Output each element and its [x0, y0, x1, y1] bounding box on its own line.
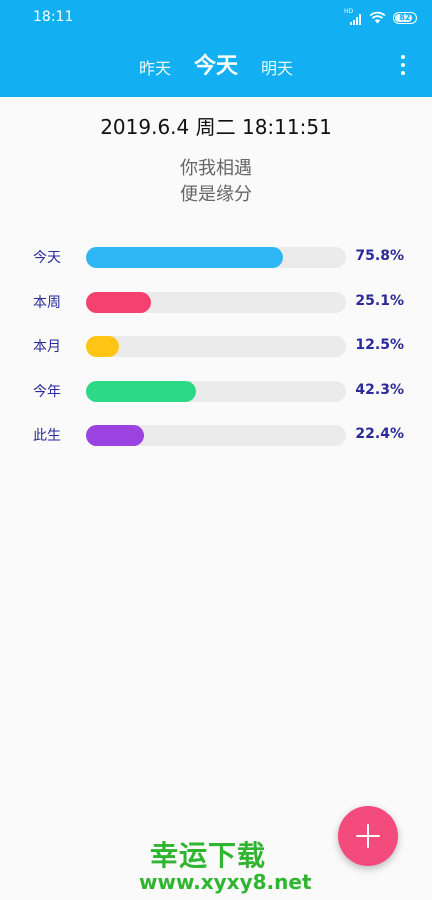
- network-badge: HD: [344, 8, 354, 15]
- progress-row-week: 本周 25.1%: [0, 285, 432, 330]
- progress-row-year: 今年 42.3%: [0, 374, 432, 419]
- progress-row-today: 今天 75.8%: [0, 240, 432, 285]
- add-button[interactable]: [338, 806, 398, 866]
- progress-list: 今天 75.8% 本周 25.1% 本月 12.5% 今年 42.: [0, 240, 432, 463]
- watermark-url: www.xyxy8.net: [139, 870, 312, 894]
- progress-track: [86, 425, 346, 446]
- wifi-icon: [369, 9, 386, 28]
- more-options-icon[interactable]: [400, 55, 406, 79]
- progress-label: 本月: [33, 339, 61, 355]
- status-icons: HD 82: [344, 9, 417, 27]
- progress-fill: [86, 380, 196, 402]
- plus-icon: [356, 824, 380, 848]
- status-bar: 18:11 HD: [0, 0, 432, 36]
- progress-label: 今年: [33, 383, 61, 400]
- current-datetime: 2019.6.4 周二 18:11:51: [100, 115, 332, 139]
- progress-value: 42.3%: [355, 381, 404, 398]
- app-header: 18:11 HD: [0, 0, 432, 97]
- progress-value: 12.5%: [355, 337, 404, 353]
- status-time: 18:11: [33, 9, 74, 25]
- progress-fill: [86, 247, 284, 268]
- battery-icon: 82: [393, 12, 417, 24]
- motto: 你我相遇 便是缘分: [0, 156, 432, 208]
- progress-label: 今天: [33, 250, 61, 266]
- progress-fill: [86, 425, 145, 446]
- progress-track: [86, 291, 346, 313]
- tab-tomorrow[interactable]: 明天: [261, 59, 294, 78]
- progress-label: 此生: [33, 428, 61, 444]
- progress-track: [86, 247, 346, 268]
- battery-text: 82: [399, 13, 411, 22]
- progress-track: [86, 336, 346, 357]
- progress-label: 本周: [33, 294, 61, 311]
- battery-level: [395, 14, 412, 22]
- tab-yesterday[interactable]: 昨天: [139, 59, 172, 78]
- progress-value: 22.4%: [355, 426, 404, 442]
- motto-line-2: 便是缘分: [180, 184, 252, 205]
- watermark-title: 幸运下载: [150, 839, 267, 872]
- progress-fill: [86, 291, 152, 313]
- day-tabs: 昨天 今天 明天: [0, 48, 432, 88]
- progress-row-lifetime: 此生 22.4%: [0, 418, 432, 463]
- progress-value: 25.1%: [355, 292, 404, 309]
- tab-today[interactable]: 今天: [194, 54, 239, 79]
- progress-row-month: 本月 12.5%: [0, 329, 432, 374]
- progress-value: 75.8%: [355, 248, 404, 264]
- motto-line-1: 你我相遇: [180, 158, 252, 179]
- progress-track: [86, 380, 346, 402]
- signal-icon: HD: [344, 8, 362, 25]
- progress-fill: [86, 336, 119, 357]
